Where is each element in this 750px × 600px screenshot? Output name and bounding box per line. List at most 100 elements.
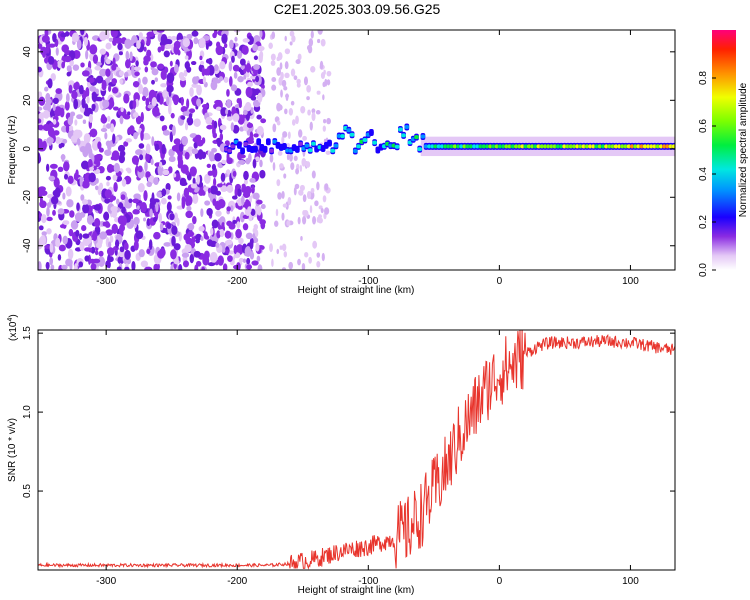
colorbar-tick-label: 0.8 bbox=[698, 71, 709, 85]
noise-cell bbox=[276, 179, 281, 187]
noise-cell bbox=[44, 102, 52, 111]
noise-cell bbox=[91, 231, 98, 242]
noise-cell bbox=[239, 58, 246, 66]
noise-cell bbox=[66, 199, 74, 208]
noise-cell bbox=[164, 38, 173, 45]
signal-cell bbox=[404, 124, 410, 129]
noise-cell bbox=[68, 84, 73, 94]
noise-cell bbox=[243, 179, 248, 185]
noise-cell bbox=[111, 208, 118, 218]
noise-cell bbox=[237, 114, 245, 125]
noise-cell bbox=[67, 175, 74, 185]
noise-cell bbox=[191, 96, 198, 104]
noise-cell bbox=[223, 43, 228, 48]
noise-cell bbox=[289, 30, 295, 37]
noise-cell bbox=[216, 230, 221, 239]
noise-cell bbox=[257, 92, 263, 103]
noise-cell bbox=[116, 266, 122, 270]
noise-cell bbox=[298, 129, 303, 138]
noise-cell bbox=[123, 257, 132, 265]
noise-cell bbox=[280, 89, 283, 98]
noise-cell bbox=[256, 114, 262, 120]
noise-cell bbox=[168, 86, 172, 98]
noise-cell bbox=[111, 78, 118, 85]
noise-cell bbox=[320, 38, 326, 47]
noise-cell bbox=[123, 242, 129, 251]
noise-cell bbox=[138, 249, 145, 258]
noise-cell bbox=[306, 191, 312, 200]
noise-cell bbox=[168, 156, 176, 163]
noise-cell bbox=[52, 103, 56, 112]
noise-cell bbox=[102, 99, 110, 109]
noise-cell bbox=[237, 204, 243, 210]
noise-cell bbox=[207, 187, 211, 194]
noise-cell bbox=[253, 133, 259, 138]
noise-cell bbox=[195, 233, 202, 241]
noise-cell bbox=[287, 196, 292, 206]
noise-cell bbox=[190, 61, 197, 66]
noise-cell bbox=[174, 64, 179, 74]
noise-cell bbox=[297, 258, 301, 266]
noise-cell bbox=[280, 71, 284, 81]
noise-cell bbox=[310, 30, 314, 39]
noise-cell bbox=[185, 210, 193, 219]
noise-cell bbox=[95, 185, 99, 191]
noise-cell bbox=[297, 53, 302, 61]
noise-cell bbox=[99, 31, 107, 41]
noise-cell bbox=[286, 220, 291, 227]
noise-cell bbox=[193, 118, 201, 127]
noise-cell bbox=[46, 136, 54, 144]
noise-cell bbox=[52, 119, 57, 125]
noise-cell bbox=[146, 181, 153, 188]
noise-cell bbox=[236, 97, 241, 104]
noise-cell bbox=[249, 195, 253, 203]
noise-cell bbox=[97, 141, 102, 150]
signal-cell bbox=[265, 139, 271, 144]
noise-cell bbox=[119, 246, 125, 253]
noise-cell bbox=[127, 111, 131, 116]
noise-cell bbox=[305, 161, 311, 168]
noise-cell bbox=[149, 208, 153, 218]
noise-cell bbox=[95, 177, 99, 184]
noise-cell bbox=[105, 42, 112, 50]
noise-cell bbox=[163, 50, 170, 58]
noise-cell bbox=[290, 162, 295, 171]
noise-cell bbox=[169, 213, 175, 221]
noise-cell bbox=[300, 236, 303, 241]
noise-cell bbox=[281, 135, 285, 145]
noise-cell bbox=[243, 258, 247, 264]
noise-cell bbox=[124, 38, 132, 50]
noise-cell bbox=[316, 261, 321, 268]
noise-cell bbox=[209, 251, 218, 263]
noise-cell bbox=[81, 225, 87, 232]
noise-cell bbox=[258, 53, 263, 64]
noise-cell bbox=[245, 71, 250, 78]
noise-cell bbox=[71, 32, 80, 43]
signal-cell bbox=[269, 148, 274, 153]
noise-cell bbox=[112, 37, 117, 46]
noise-cell bbox=[271, 76, 277, 82]
noise-cell bbox=[259, 30, 263, 38]
noise-cell bbox=[200, 60, 205, 66]
noise-cell bbox=[318, 214, 323, 219]
noise-cell bbox=[135, 115, 142, 125]
noise-cell bbox=[57, 254, 62, 261]
noise-cell bbox=[194, 264, 199, 270]
y-tick-label: 1.0 bbox=[22, 405, 33, 419]
noise-cell bbox=[144, 161, 148, 172]
signal-cell bbox=[394, 144, 400, 149]
noise-cell bbox=[162, 124, 168, 131]
noise-cell bbox=[107, 140, 112, 151]
noise-cell bbox=[281, 190, 285, 199]
noise-cell bbox=[232, 170, 237, 177]
y-tick-label: -20 bbox=[22, 190, 33, 205]
noise-cell bbox=[311, 112, 316, 122]
noise-cell bbox=[131, 260, 136, 270]
noise-cell bbox=[306, 96, 310, 101]
noise-cell bbox=[121, 215, 127, 226]
noise-cell bbox=[88, 77, 95, 83]
noise-cell bbox=[118, 51, 123, 56]
noise-cell bbox=[236, 229, 241, 239]
noise-cell bbox=[182, 260, 189, 268]
noise-cell bbox=[46, 216, 53, 222]
